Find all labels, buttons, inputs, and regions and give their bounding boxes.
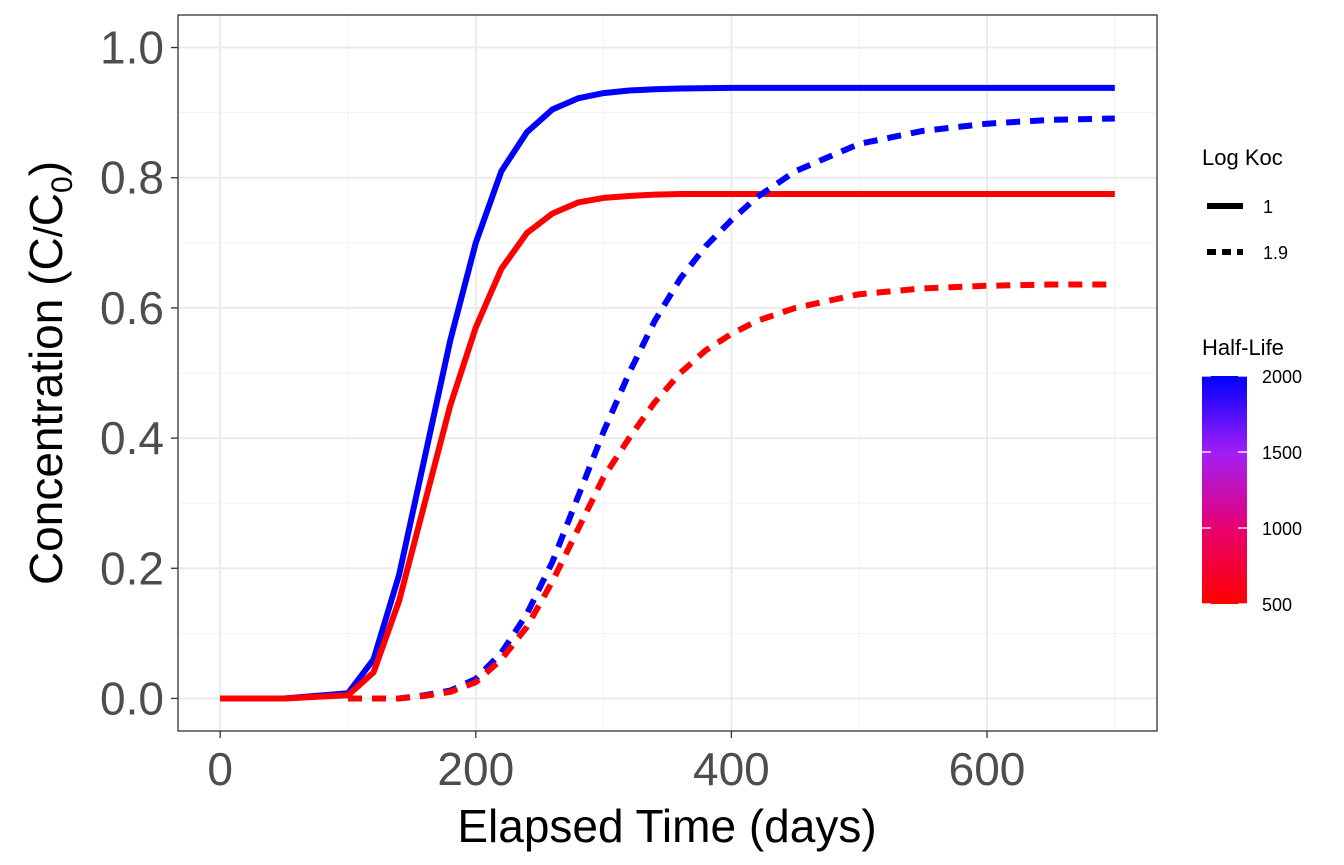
half-life-colorbar: [1202, 376, 1247, 604]
y-tick-label: 1.0: [100, 22, 164, 74]
x-axis-ticks: 0 200 400 600: [207, 731, 1025, 795]
x-axis-title: Elapsed Time (days): [457, 800, 876, 852]
x-tick-label: 600: [949, 743, 1026, 795]
y-tick-label: 0.0: [100, 672, 164, 724]
legend-half-life: Half-Life 500 1000 1500 2000: [1202, 335, 1302, 615]
series-line: [220, 191, 1115, 702]
series-layer: [220, 84, 1115, 702]
x-tick-label: 400: [693, 743, 770, 795]
y-axis-ticks: 0.0 0.2 0.4 0.6 0.8 1.0: [100, 22, 178, 724]
colorbar-ticks: 500 1000 1500 2000: [1202, 367, 1302, 615]
colorbar-label: 1000: [1262, 519, 1302, 539]
legend-log-koc: Log Koc 1 1.9: [1202, 145, 1288, 263]
colorbar-label: 2000: [1262, 367, 1302, 387]
grid-major: [178, 15, 1157, 731]
grid-minor: [178, 15, 1157, 731]
y-axis-title: Concentration (C/C0): [20, 161, 79, 585]
x-tick-label: 0: [207, 743, 233, 795]
plot-panel-border: [177, 14, 1158, 732]
y-tick-label: 0.8: [100, 152, 164, 204]
series-line: [347, 281, 1115, 702]
y-tick-label: 0.2: [100, 542, 164, 594]
series-line: [347, 115, 1115, 702]
colorbar-label: 1500: [1262, 443, 1302, 463]
y-tick-label: 0.6: [100, 282, 164, 334]
y-tick-label: 0.4: [100, 412, 164, 464]
legend-label-dashed: 1.9: [1263, 243, 1288, 263]
series-line: [220, 84, 1115, 702]
x-tick-label: 200: [437, 743, 514, 795]
legend-log-koc-title: Log Koc: [1202, 145, 1283, 170]
legend-half-life-title: Half-Life: [1202, 335, 1284, 360]
colorbar-label: 500: [1262, 595, 1292, 615]
legend-label-solid: 1: [1263, 197, 1273, 217]
